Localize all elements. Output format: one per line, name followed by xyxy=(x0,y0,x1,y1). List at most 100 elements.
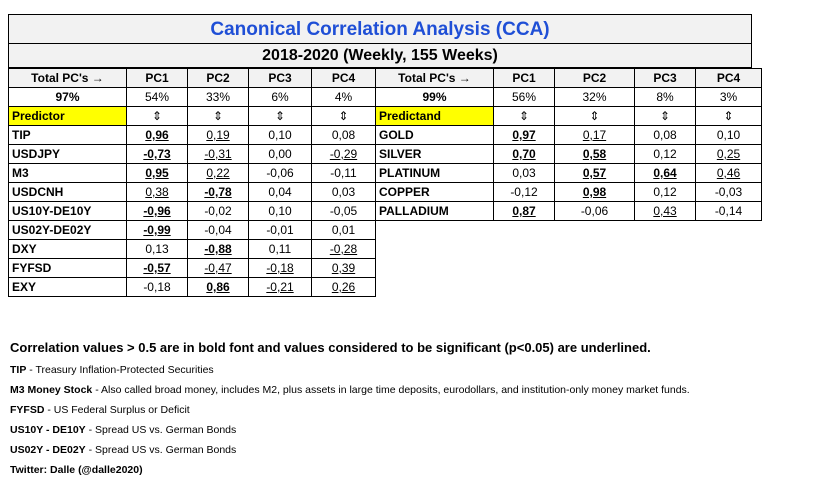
left-correlation-cell: 0,19 xyxy=(187,125,249,145)
updown-arrow-icon: ⇕ xyxy=(634,106,696,126)
right-correlation-cell: 0,10 xyxy=(695,125,762,145)
note-item: FYFSD - US Federal Surplus or Deficit xyxy=(10,400,810,420)
right-correlation-cell: 0,97 xyxy=(493,125,555,145)
right-correlation-cell: 0,08 xyxy=(634,125,696,145)
left-correlation-cell: -0,06 xyxy=(248,163,312,183)
right-pc4-header: PC4 xyxy=(695,68,762,88)
header-row: Total PC's → PC1 PC2 PC3 PC4 Total PC's … xyxy=(8,68,762,88)
left-correlation-cell: -0,96 xyxy=(126,201,188,221)
right-correlation-cell: 0,98 xyxy=(554,182,635,202)
left-correlation-cell: -0,18 xyxy=(126,277,188,297)
left-row-label: FYFSD xyxy=(8,258,127,278)
right-header-label: Total PC's → xyxy=(375,68,494,88)
left-correlation-cell: 0,10 xyxy=(248,201,312,221)
left-pc2-variance: 33% xyxy=(187,87,249,107)
left-correlation-cell: 0,22 xyxy=(187,163,249,183)
right-row-label: PALLADIUM xyxy=(375,201,494,221)
left-pc4-header: PC4 xyxy=(311,68,376,88)
left-correlation-cell: 0,39 xyxy=(311,258,376,278)
note-text: - Treasury Inflation-Protected Securitie… xyxy=(26,364,214,376)
empty-cell xyxy=(696,240,762,259)
left-total-value: 97% xyxy=(8,87,127,107)
left-pc3-header: PC3 xyxy=(248,68,312,88)
left-row-label: DXY xyxy=(8,239,127,259)
empty-cell xyxy=(696,278,762,297)
left-correlation-cell: 0,13 xyxy=(126,239,188,259)
right-pc2-header: PC2 xyxy=(554,68,635,88)
empty-cell xyxy=(376,221,494,240)
empty-cell xyxy=(376,259,494,278)
right-correlation-cell: 0,12 xyxy=(634,144,696,164)
empty-cell xyxy=(376,240,494,259)
empty-cell xyxy=(555,259,635,278)
right-pc1-header: PC1 xyxy=(493,68,555,88)
table-row: USDCNH 0,38 -0,78 0,04 0,03 COPPER -0,12 0,98 0,… xyxy=(8,182,762,202)
updown-arrow-icon: ⇕ xyxy=(554,106,635,126)
empty-cell xyxy=(494,259,555,278)
left-pc3-variance: 6% xyxy=(248,87,312,107)
left-row-label: M3 xyxy=(8,163,127,183)
report-subtitle: 2018-2020 (Weekly, 155 Weeks) xyxy=(8,44,752,68)
table-row: FYFSD -0,57 -0,47 -0,18 0,39 xyxy=(8,258,762,278)
left-pc1-header: PC1 xyxy=(126,68,188,88)
empty-cell xyxy=(494,221,555,240)
updown-arrow-icon: ⇕ xyxy=(311,106,376,126)
table-row: US02Y-DE02Y -0,99 -0,04 -0,01 0,01 xyxy=(8,220,762,240)
left-pc4-variance: 4% xyxy=(311,87,376,107)
report-title: Canonical Correlation Analysis (CCA) xyxy=(8,14,752,44)
twitter-credit: Twitter: Dalle (@dalle2020) xyxy=(10,460,810,480)
right-correlation-cell: 0,17 xyxy=(554,125,635,145)
empty-cell xyxy=(555,240,635,259)
left-row-label: US10Y-DE10Y xyxy=(8,201,127,221)
left-correlation-cell: -0,01 xyxy=(248,220,312,240)
note-item: M3 Money Stock - Also called broad money… xyxy=(10,380,810,400)
right-row-label: SILVER xyxy=(375,144,494,164)
table-row: TIP 0,96 0,19 0,10 0,08 GOLD 0,97 0,17 0,08 0,10 xyxy=(8,125,762,145)
left-correlation-cell: -0,29 xyxy=(311,144,376,164)
left-header-label: Total PC's → xyxy=(8,68,127,88)
right-correlation-cell: 0,87 xyxy=(493,201,555,221)
note-item: US02Y - DE02Y - Spread US vs. German Bon… xyxy=(10,440,810,460)
left-correlation-cell: 0,03 xyxy=(311,182,376,202)
right-correlation-cell: -0,03 xyxy=(695,182,762,202)
table-row: DXY 0,13 -0,88 0,11 -0,28 xyxy=(8,239,762,259)
right-pc3-header: PC3 xyxy=(634,68,696,88)
note-text: - Spread US vs. German Bonds xyxy=(85,424,237,436)
empty-cell xyxy=(635,240,696,259)
note-term: US10Y - DE10Y xyxy=(10,424,86,436)
right-row-label: PLATINUM xyxy=(375,163,494,183)
right-pc2-variance: 32% xyxy=(554,87,635,107)
right-correlation-cell: -0,14 xyxy=(695,201,762,221)
cca-table-body: Total PC's → PC1 PC2 PC3 PC4 Total PC's … xyxy=(8,68,762,297)
table-row: USDJPY -0,73 -0,31 0,00 -0,29 SILVER 0,70 0,58 0… xyxy=(8,144,762,164)
left-correlation-cell: -0,02 xyxy=(187,201,249,221)
right-correlation-cell: -0,06 xyxy=(554,201,635,221)
left-correlation-cell: 0,38 xyxy=(126,182,188,202)
right-row-label: GOLD xyxy=(375,125,494,145)
left-row-label: USDJPY xyxy=(8,144,127,164)
report-header: Canonical Correlation Analysis (CCA) 201… xyxy=(8,14,752,68)
left-row-label: USDCNH xyxy=(8,182,127,202)
left-pc2-header: PC2 xyxy=(187,68,249,88)
left-correlation-cell: -0,78 xyxy=(187,182,249,202)
left-row-label: EXY xyxy=(8,277,127,297)
note-term: TIP xyxy=(10,364,27,376)
predictor-label: Predictor xyxy=(8,106,127,126)
cca-table: Total PC's → PC1 PC2 PC3 PC4 Total PC's … xyxy=(8,68,762,297)
left-correlation-cell: 0,00 xyxy=(248,144,312,164)
right-pc4-variance: 3% xyxy=(695,87,762,107)
note-term: FYFSD xyxy=(10,404,45,416)
table-row: EXY -0,18 0,86 -0,21 0,26 xyxy=(8,277,762,297)
left-correlation-cell: -0,11 xyxy=(311,163,376,183)
empty-cell xyxy=(555,221,635,240)
empty-cell xyxy=(555,278,635,297)
empty-cell xyxy=(696,221,762,240)
updown-arrow-icon: ⇕ xyxy=(187,106,249,126)
right-total-value: 99% xyxy=(375,87,494,107)
right-correlation-cell: 0,43 xyxy=(634,201,696,221)
left-correlation-cell: 0,96 xyxy=(126,125,188,145)
right-correlation-cell: 0,03 xyxy=(493,163,555,183)
note-text: - US Federal Surplus or Deficit xyxy=(44,404,190,416)
note-term: US02Y - DE02Y xyxy=(10,444,86,456)
updown-arrow-icon: ⇕ xyxy=(695,106,762,126)
